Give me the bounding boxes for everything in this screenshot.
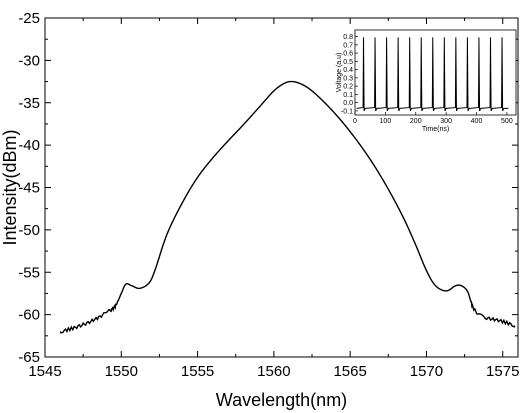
y-axis-title: Intensity(dBm) xyxy=(0,129,20,245)
y-tick-label: -60 xyxy=(18,307,40,324)
inset-y-tick-label: 0.0 xyxy=(343,100,353,107)
y-tick-label: -45 xyxy=(18,180,40,197)
y-tick-label: -40 xyxy=(18,137,40,154)
pulse-train-line xyxy=(356,37,509,112)
main-plot: 1545 1550 1555 1560 1565 1570 1575 -65 -60 -55 -50… xyxy=(0,10,519,410)
inset-y-tick-label: 0.7 xyxy=(343,42,353,49)
inset-x-tick-label: 200 xyxy=(410,118,422,125)
inset-x-tick-label: 100 xyxy=(380,118,392,125)
inset-y-tick-label: 0.3 xyxy=(343,75,353,82)
y-tick-label: -30 xyxy=(18,52,40,69)
x-tick-label: 1565 xyxy=(333,363,366,380)
inset-y-tick-label: 0.6 xyxy=(343,51,353,58)
x-tick-label: 1550 xyxy=(105,363,138,380)
y-tick-label: -35 xyxy=(18,95,40,112)
inset-y-tick-label: 0.2 xyxy=(343,84,353,91)
x-tick-label: 1545 xyxy=(28,363,61,380)
inset-y-tick-label: 0.4 xyxy=(343,67,353,74)
y-tick-label: -65 xyxy=(18,349,40,366)
inset-x-axis-title: Time(ns) xyxy=(422,126,449,133)
y-tick-label: -50 xyxy=(18,222,40,239)
y-tick-label: -25 xyxy=(18,10,40,27)
x-axis-title: Wavelength(nm) xyxy=(216,390,347,410)
inset-x-tick-label: 300 xyxy=(440,118,452,125)
inset-frame xyxy=(354,29,517,116)
x-tick-label: 1560 xyxy=(257,363,290,380)
inset-x-tick-label: 400 xyxy=(471,118,483,125)
inset-plot: 0 100 200 300 400 500-0.10.00.10.20.30.40.50.… xyxy=(336,29,517,133)
inset-y-tick-label: 0.5 xyxy=(343,59,353,66)
inset-y-tick-label: -0.1 xyxy=(341,108,353,115)
spectrum-series-line xyxy=(59,80,516,334)
inset-y-axis-title: Voltage (a.u) xyxy=(336,53,343,93)
inset-x-tick-label: 500 xyxy=(501,118,513,125)
x-tick-label: 1575 xyxy=(486,363,519,380)
inset-y-tick-label: 0.1 xyxy=(343,92,353,99)
y-tick-label: -55 xyxy=(18,264,40,281)
x-tick-label: 1555 xyxy=(181,363,214,380)
inset-x-tick-label: 0 xyxy=(353,118,357,125)
x-tick-label: 1570 xyxy=(410,363,443,380)
inset-y-tick-label: 0.8 xyxy=(343,34,353,41)
